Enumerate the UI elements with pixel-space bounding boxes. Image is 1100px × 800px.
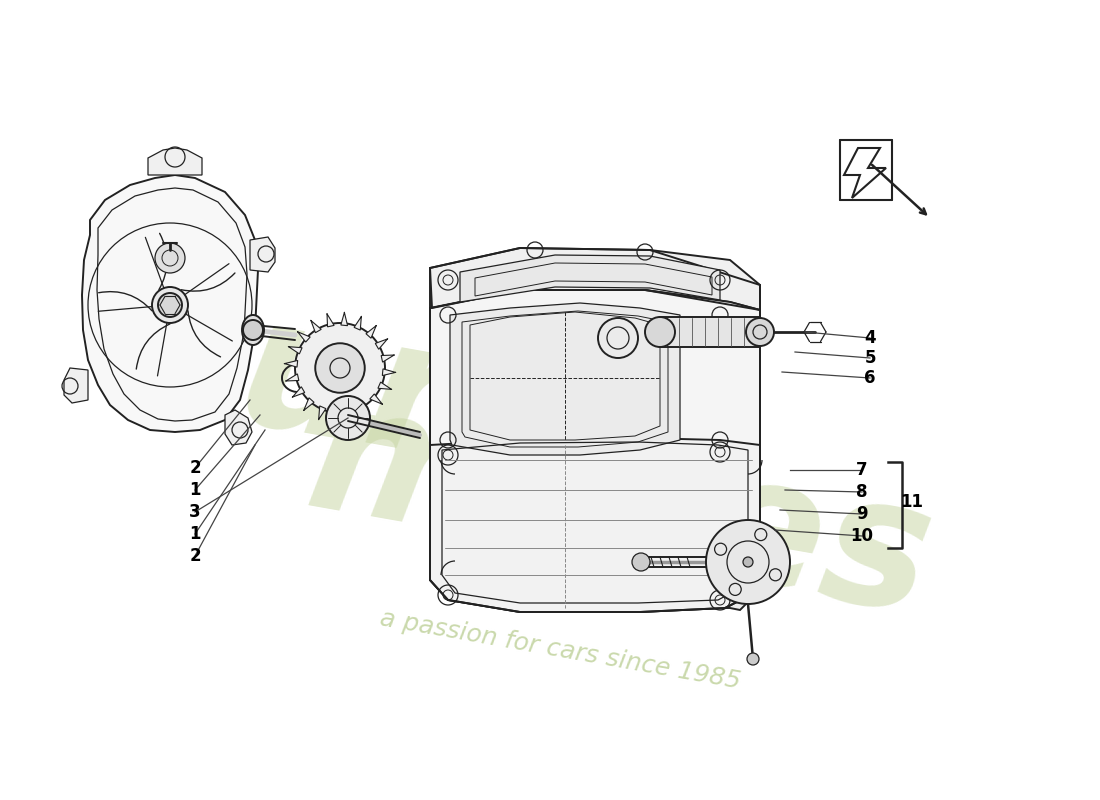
Circle shape xyxy=(742,557,754,567)
Polygon shape xyxy=(148,148,202,175)
Circle shape xyxy=(747,653,759,665)
Polygon shape xyxy=(370,394,383,405)
Ellipse shape xyxy=(645,317,675,347)
Bar xyxy=(660,317,760,347)
Polygon shape xyxy=(64,368,88,403)
Polygon shape xyxy=(430,290,760,612)
Polygon shape xyxy=(383,369,396,375)
Polygon shape xyxy=(327,314,334,327)
Text: 2: 2 xyxy=(189,547,201,565)
Polygon shape xyxy=(430,438,760,612)
Polygon shape xyxy=(359,403,370,416)
Circle shape xyxy=(155,243,185,273)
Polygon shape xyxy=(378,382,392,390)
Polygon shape xyxy=(293,386,305,398)
Polygon shape xyxy=(319,406,326,420)
Text: mares: mares xyxy=(295,369,945,651)
Polygon shape xyxy=(430,248,760,310)
Text: 11: 11 xyxy=(901,493,924,511)
Text: 6: 6 xyxy=(865,369,876,387)
Circle shape xyxy=(295,323,385,413)
Text: 10: 10 xyxy=(850,527,873,545)
Circle shape xyxy=(326,396,370,440)
Text: 2: 2 xyxy=(189,459,201,477)
Text: a passion for cars since 1985: a passion for cars since 1985 xyxy=(377,606,742,694)
Polygon shape xyxy=(297,331,310,342)
Polygon shape xyxy=(226,410,252,445)
Polygon shape xyxy=(450,303,680,455)
Text: euro: euro xyxy=(107,263,594,517)
Polygon shape xyxy=(284,361,298,367)
Circle shape xyxy=(706,520,790,604)
Polygon shape xyxy=(844,148,886,198)
Polygon shape xyxy=(354,316,362,330)
Polygon shape xyxy=(332,410,339,424)
Ellipse shape xyxy=(242,315,264,345)
Text: 8: 8 xyxy=(856,483,868,501)
Polygon shape xyxy=(375,338,388,350)
Polygon shape xyxy=(345,409,353,422)
Polygon shape xyxy=(366,326,376,338)
Text: 4: 4 xyxy=(865,329,876,347)
Text: 1: 1 xyxy=(189,481,200,499)
Text: 1: 1 xyxy=(189,525,200,543)
Text: 5: 5 xyxy=(865,349,876,367)
Polygon shape xyxy=(250,237,275,272)
Ellipse shape xyxy=(746,318,774,346)
Circle shape xyxy=(158,293,182,317)
Polygon shape xyxy=(288,346,302,354)
Text: 3: 3 xyxy=(189,503,201,521)
Polygon shape xyxy=(382,355,395,362)
Text: 9: 9 xyxy=(856,505,868,523)
Text: 7: 7 xyxy=(856,461,868,479)
Circle shape xyxy=(152,287,188,323)
Polygon shape xyxy=(341,312,348,326)
Circle shape xyxy=(243,320,263,340)
Polygon shape xyxy=(310,320,321,333)
Circle shape xyxy=(632,553,650,571)
Polygon shape xyxy=(460,255,720,302)
Polygon shape xyxy=(82,175,258,432)
Polygon shape xyxy=(304,398,313,410)
Polygon shape xyxy=(725,285,760,610)
Polygon shape xyxy=(286,374,299,381)
Circle shape xyxy=(316,343,365,393)
